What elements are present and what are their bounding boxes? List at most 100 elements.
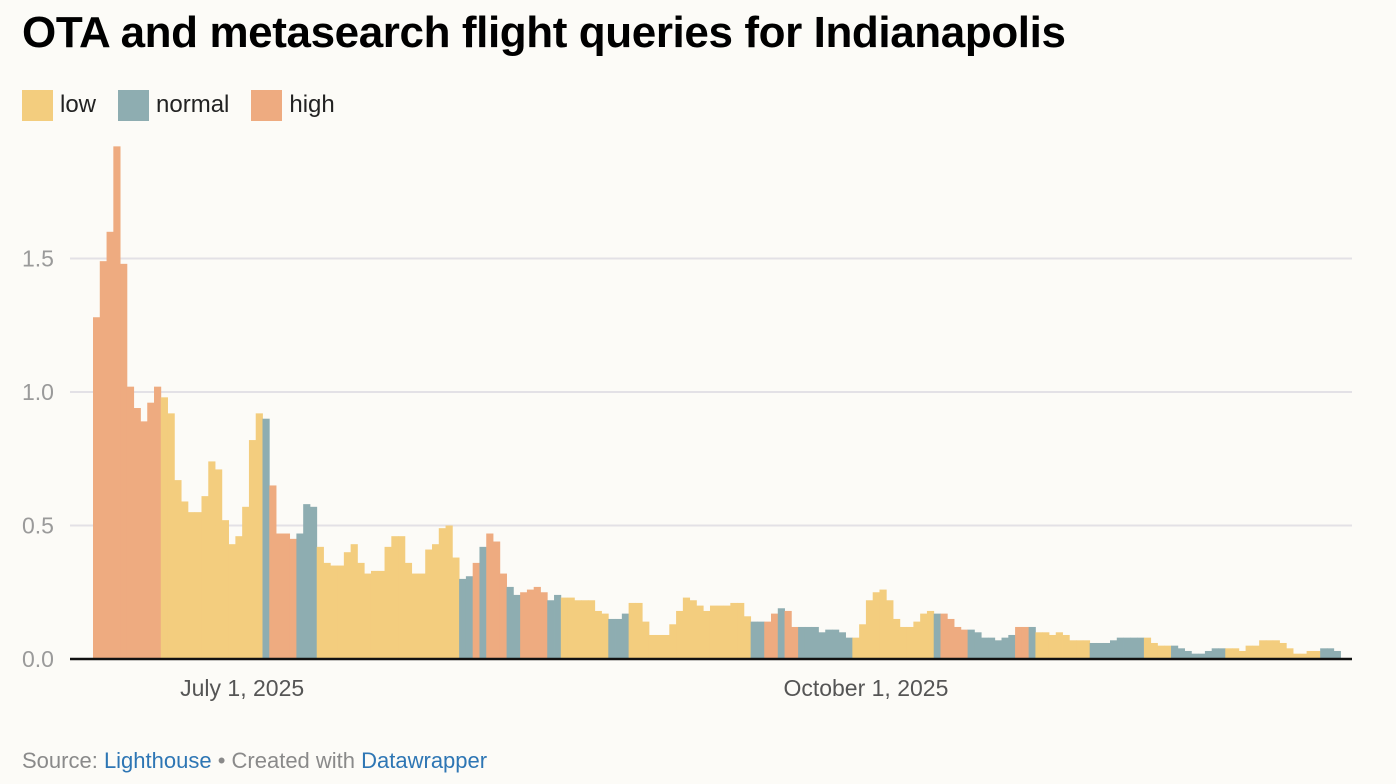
bar <box>676 610 684 659</box>
bar <box>126 386 135 659</box>
source-link[interactable]: Lighthouse <box>103 748 212 773</box>
bar <box>994 640 1002 659</box>
bar <box>459 578 467 659</box>
bar <box>242 506 250 659</box>
bar <box>974 632 982 659</box>
bar <box>832 629 840 659</box>
bar <box>418 573 426 659</box>
bar <box>784 610 792 659</box>
bar <box>1313 650 1321 659</box>
bar <box>269 485 277 659</box>
bar <box>398 536 406 659</box>
bar <box>1157 645 1165 659</box>
bar <box>330 565 338 659</box>
bar <box>1252 645 1260 659</box>
bar <box>777 608 785 659</box>
bar <box>567 597 575 659</box>
bar <box>1184 650 1192 659</box>
bar <box>262 418 270 659</box>
bar <box>1123 637 1131 659</box>
bar <box>160 397 168 659</box>
bar <box>391 536 399 659</box>
bar <box>811 626 819 659</box>
bar <box>547 600 555 659</box>
bar <box>404 562 413 659</box>
bar <box>1062 634 1070 659</box>
bar <box>1048 634 1057 659</box>
legend-item-normal: normal <box>118 89 230 121</box>
legend: low normal high <box>22 89 357 121</box>
bar <box>323 562 331 659</box>
bar <box>282 533 291 659</box>
bar <box>1143 637 1152 659</box>
bar <box>838 632 846 659</box>
bar <box>601 613 609 659</box>
bar <box>709 605 718 659</box>
bar <box>655 634 663 659</box>
bar <box>560 597 568 659</box>
bar <box>689 600 697 659</box>
bar <box>276 533 284 659</box>
bar <box>960 629 969 659</box>
bar <box>452 557 460 659</box>
chart-title: OTA and metasearch flight queries for In… <box>22 8 1066 57</box>
bar <box>743 616 752 659</box>
bar <box>289 538 297 659</box>
bar <box>750 621 758 659</box>
bar <box>181 501 189 659</box>
bar <box>533 586 541 659</box>
bar <box>194 512 202 659</box>
bar <box>581 600 589 659</box>
bar <box>1171 645 1179 659</box>
bar <box>316 546 324 659</box>
source-prefix: Source: <box>22 748 104 773</box>
bar <box>1259 640 1267 659</box>
legend-label-normal: normal <box>156 91 230 118</box>
legend-swatch-high <box>251 89 283 121</box>
bar <box>798 626 806 659</box>
bar <box>879 589 887 659</box>
bar <box>1164 645 1172 659</box>
bar <box>520 592 528 659</box>
datawrapper-link[interactable]: Datawrapper <box>361 748 488 773</box>
bar <box>1306 650 1314 659</box>
bar <box>1116 637 1124 659</box>
source-footer: Source: Lighthouse • Created with Datawr… <box>22 748 487 774</box>
bar <box>825 629 833 659</box>
bar <box>791 626 799 659</box>
bar <box>1076 640 1084 659</box>
bar <box>852 637 860 659</box>
bar <box>411 573 419 659</box>
bar <box>893 618 901 659</box>
bar <box>248 440 257 659</box>
bar <box>757 621 765 659</box>
bar <box>621 613 630 659</box>
x-tick-label: October 1, 2025 <box>783 675 948 701</box>
bar <box>364 573 372 659</box>
bar <box>1293 653 1301 659</box>
bar <box>208 461 216 659</box>
bar <box>886 600 894 659</box>
bar <box>221 520 229 659</box>
bar <box>113 146 121 660</box>
bar <box>723 605 731 659</box>
y-tick-label: 0.0 <box>22 646 54 672</box>
bar <box>201 496 209 659</box>
bar <box>920 613 928 659</box>
bar <box>771 613 779 659</box>
bar <box>1225 648 1233 659</box>
bar <box>215 469 223 659</box>
bar <box>872 592 880 659</box>
bar <box>235 536 243 659</box>
source-separator: • Created with <box>211 748 362 773</box>
bar <box>228 544 236 659</box>
bar <box>1096 642 1104 659</box>
bar <box>1198 653 1206 659</box>
bar <box>859 624 867 659</box>
bar <box>608 618 616 659</box>
bar <box>337 565 345 659</box>
bar <box>1272 640 1280 659</box>
bar <box>350 544 358 659</box>
bar <box>669 624 677 659</box>
bar <box>493 541 501 659</box>
